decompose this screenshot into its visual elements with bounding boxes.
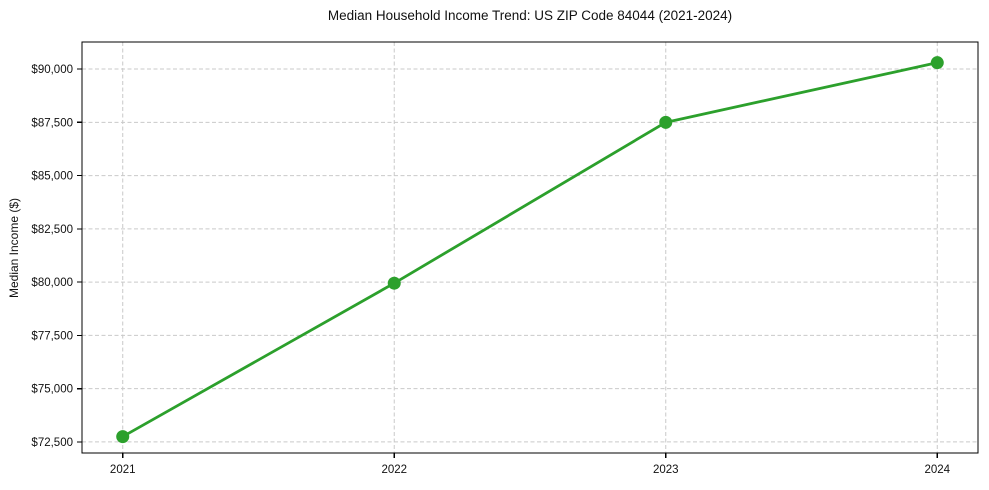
- y-tick-label: $80,000: [31, 277, 73, 289]
- plot-border: [81, 41, 979, 454]
- x-tick-label: 2024: [924, 464, 950, 476]
- y-tick-label: $77,500: [31, 330, 73, 342]
- x-tick-label: 2022: [381, 464, 407, 476]
- y-tick-label: $87,500: [31, 117, 73, 129]
- y-axis-label: Median Income ($): [7, 197, 21, 299]
- data-point: [116, 430, 130, 444]
- trend-line: [121, 61, 939, 438]
- y-tick-label: $82,500: [31, 224, 73, 236]
- data-point: [930, 56, 944, 70]
- x-tick-label: 2023: [653, 464, 679, 476]
- y-tick-label: $90,000: [31, 64, 73, 76]
- y-tick-label: $75,000: [31, 384, 73, 396]
- x-tick-label: 2021: [110, 464, 136, 476]
- y-tick-label: $85,000: [31, 171, 73, 183]
- y-tick-label: $72,500: [31, 437, 73, 449]
- data-point: [387, 276, 401, 290]
- data-point: [659, 115, 673, 129]
- chart-title: Median Household Income Trend: US ZIP Co…: [327, 8, 733, 23]
